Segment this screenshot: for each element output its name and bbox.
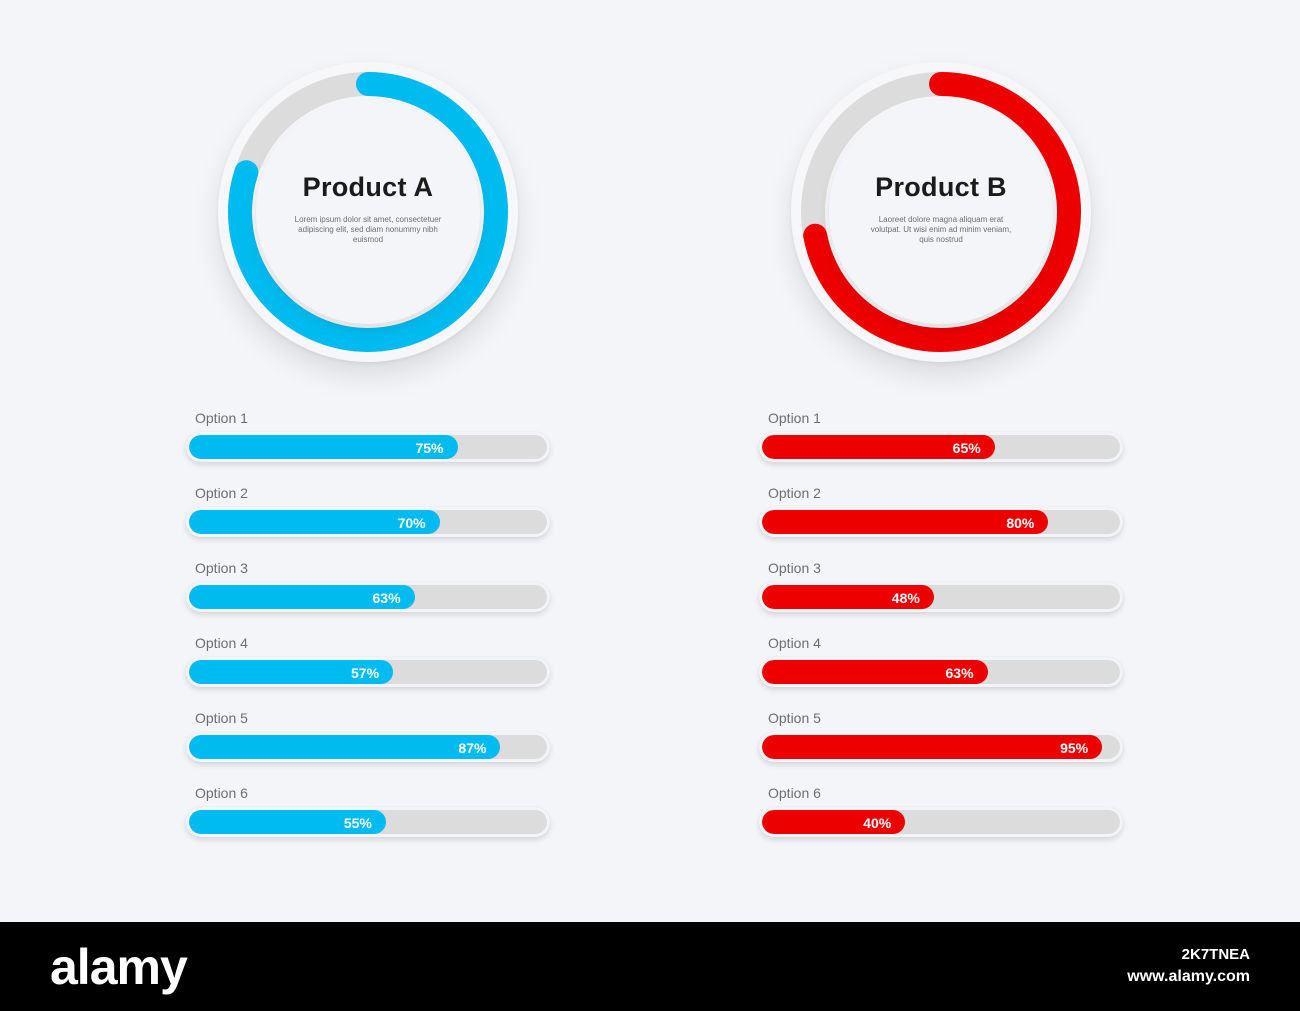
- bar-track: 63%: [186, 582, 550, 612]
- bar-row: Option 1 65%: [759, 410, 1125, 485]
- bar-track: 55%: [186, 807, 550, 837]
- bar-label: Option 4: [768, 635, 821, 651]
- bar-track: 75%: [186, 432, 550, 462]
- bar-fill: 63%: [762, 660, 988, 684]
- bar-value-label: 65%: [952, 440, 981, 456]
- bar-track: 65%: [759, 432, 1123, 462]
- product-a-panel: Product A Lorem ipsum dolor sit amet, co…: [183, 0, 643, 880]
- bar-row: Option 5 87%: [186, 710, 552, 785]
- bar-row: Option 6 40%: [759, 785, 1125, 860]
- product-a-ring-chart: [228, 72, 508, 352]
- bar-groove: 87%: [189, 735, 547, 759]
- bar-groove: 63%: [762, 660, 1120, 684]
- product-b-ring: Product B Laoreet dolore magna aliquam e…: [791, 62, 1091, 362]
- product-b-ring-chart: [801, 72, 1081, 352]
- footer-url: www.alamy.com: [1127, 968, 1250, 985]
- bar-value-label: 63%: [945, 665, 974, 681]
- bar-groove: 65%: [762, 435, 1120, 459]
- bar-groove: 70%: [189, 510, 547, 534]
- bar-value-label: 63%: [372, 590, 401, 606]
- bar-fill: 48%: [762, 585, 934, 609]
- bar-fill: 40%: [762, 810, 906, 834]
- bar-track: 80%: [759, 507, 1123, 537]
- bar-label: Option 5: [768, 710, 821, 726]
- product-b-bar-list: Option 1 65% Option 2 80% Option 3 48% Option …: [759, 410, 1125, 860]
- bar-value-label: 57%: [351, 665, 380, 681]
- bar-fill: 57%: [189, 660, 394, 684]
- bar-label: Option 1: [195, 410, 248, 426]
- bar-track: 87%: [186, 732, 550, 762]
- bar-groove: 95%: [762, 735, 1120, 759]
- bar-fill: 55%: [189, 810, 386, 834]
- bar-groove: 57%: [189, 660, 547, 684]
- bar-fill: 87%: [189, 735, 501, 759]
- bar-label: Option 1: [768, 410, 821, 426]
- footer-logo: alamy: [50, 939, 188, 995]
- bar-fill: 75%: [189, 435, 458, 459]
- bar-row: Option 3 63%: [186, 560, 552, 635]
- bar-value-label: 87%: [458, 740, 487, 756]
- watermark-footer: alamy 2K7TNEA www.alamy.com: [0, 922, 1300, 1011]
- product-b-description: Laoreet dolore magna aliquam erat volutp…: [870, 215, 1012, 244]
- bar-label: Option 6: [195, 785, 248, 801]
- bar-track: 95%: [759, 732, 1123, 762]
- bar-row: Option 4 63%: [759, 635, 1125, 710]
- bar-row: Option 1 75%: [186, 410, 552, 485]
- bar-groove: 80%: [762, 510, 1120, 534]
- bar-label: Option 2: [768, 485, 821, 501]
- bar-label: Option 3: [768, 560, 821, 576]
- bar-label: Option 5: [195, 710, 248, 726]
- product-a-title: Product A: [302, 172, 434, 202]
- bar-label: Option 4: [195, 635, 248, 651]
- bar-value-label: 75%: [415, 440, 444, 456]
- product-b-title: Product B: [875, 172, 1007, 202]
- bar-row: Option 5 95%: [759, 710, 1125, 785]
- bar-track: 70%: [186, 507, 550, 537]
- bar-row: Option 3 48%: [759, 560, 1125, 635]
- bar-value-label: 55%: [343, 815, 372, 831]
- bar-row: Option 4 57%: [186, 635, 552, 710]
- bar-row: Option 6 55%: [186, 785, 552, 860]
- bar-track: 48%: [759, 582, 1123, 612]
- bar-value-label: 40%: [863, 815, 892, 831]
- product-b-panel: Product B Laoreet dolore magna aliquam e…: [756, 0, 1216, 880]
- bar-fill: 80%: [762, 510, 1049, 534]
- product-b-ring-arc: [801, 72, 1081, 352]
- bar-groove: 40%: [762, 810, 1120, 834]
- bar-fill: 65%: [762, 435, 995, 459]
- bar-label: Option 3: [195, 560, 248, 576]
- bar-label: Option 6: [768, 785, 821, 801]
- product-b-ring-center: Product B Laoreet dolore magna aliquam e…: [829, 100, 1053, 324]
- product-a-bar-list: Option 1 75% Option 2 70% Option 3 63% Option …: [186, 410, 552, 860]
- footer-image-code: 2K7TNEA: [1181, 946, 1250, 963]
- bar-groove: 48%: [762, 585, 1120, 609]
- bar-value-label: 48%: [891, 590, 920, 606]
- bar-fill: 95%: [762, 735, 1103, 759]
- bar-fill: 63%: [189, 585, 415, 609]
- bar-track: 63%: [759, 657, 1123, 687]
- product-a-description: Lorem ipsum dolor sit amet, consectetuer…: [294, 215, 442, 244]
- product-a-ring: Product A Lorem ipsum dolor sit amet, co…: [218, 62, 518, 362]
- bar-value-label: 70%: [397, 515, 426, 531]
- bar-track: 57%: [186, 657, 550, 687]
- bar-label: Option 2: [195, 485, 248, 501]
- bar-groove: 75%: [189, 435, 547, 459]
- bar-row: Option 2 70%: [186, 485, 552, 560]
- product-a-ring-arc: [228, 72, 508, 352]
- bar-track: 40%: [759, 807, 1123, 837]
- bar-row: Option 2 80%: [759, 485, 1125, 560]
- product-a-ring-center: Product A Lorem ipsum dolor sit amet, co…: [256, 100, 480, 324]
- bar-groove: 55%: [189, 810, 547, 834]
- bar-fill: 70%: [189, 510, 440, 534]
- bar-groove: 63%: [189, 585, 547, 609]
- bar-value-label: 80%: [1006, 515, 1035, 531]
- bar-value-label: 95%: [1060, 740, 1089, 756]
